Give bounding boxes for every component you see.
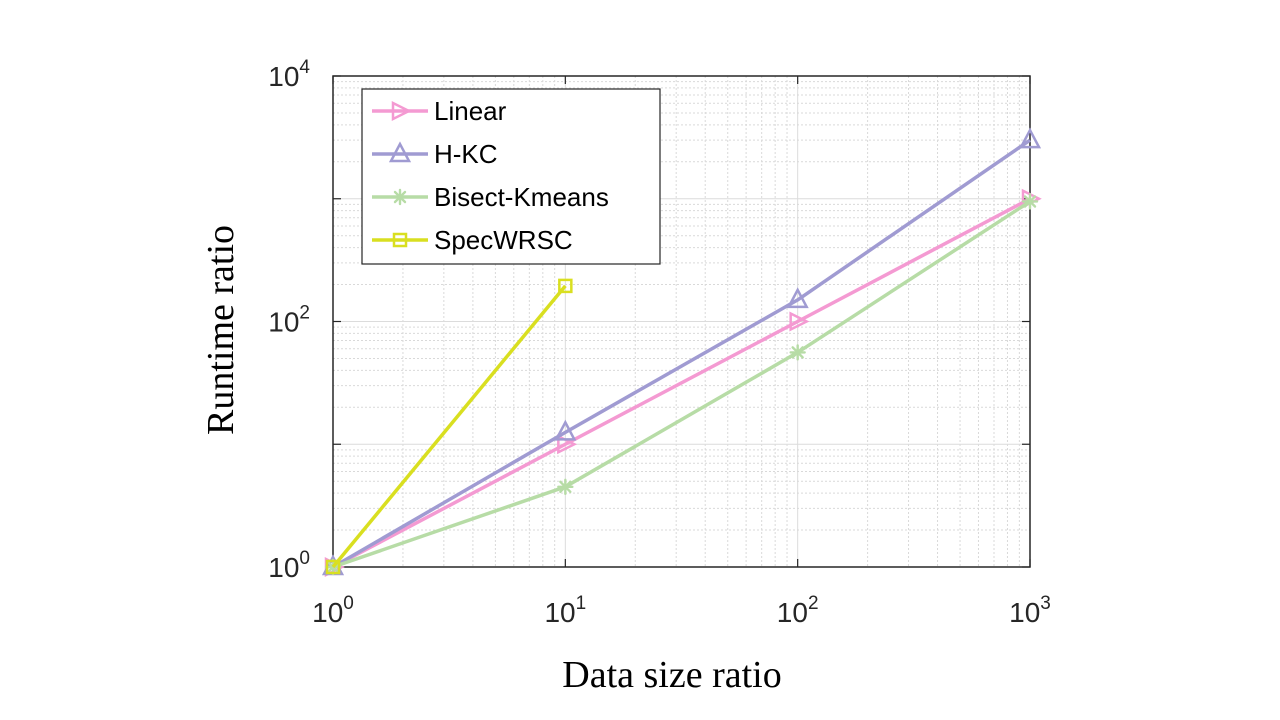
legend-label-h-kc: H-KC <box>434 139 498 169</box>
legend-box <box>361 88 661 265</box>
x-tick-label: 103 <box>1009 593 1051 628</box>
series-line-bisect-kmeans <box>332 200 1031 569</box>
data-point-bisect-kmeans <box>1021 193 1039 210</box>
y-axis-label: Runtime ratio <box>200 225 242 435</box>
legend-label-bisect-kmeans: Bisect-Kmeans <box>434 182 609 212</box>
y-tick-label: 100 <box>268 548 310 583</box>
y-tick-label: 104 <box>268 57 310 92</box>
asterisk-stroke <box>1023 195 1037 208</box>
legend: Linear H-KC Bisect-Kmeans SpecWRSC <box>361 88 661 265</box>
x-tick-label: 101 <box>544 593 586 628</box>
legend-marker-linear <box>391 100 412 122</box>
data-point-h-kc <box>786 287 809 309</box>
series-line-linear <box>332 197 1031 569</box>
asterisk-stroke <box>393 190 407 204</box>
asterisk-stroke <box>791 346 804 359</box>
series-line-specwrsc <box>331 284 567 569</box>
data-point-specwrsc <box>325 559 341 575</box>
data-point-bisect-kmeans <box>557 478 574 496</box>
legend-marker-bisect-kmeans <box>391 188 409 206</box>
data-point-bisect-kmeans <box>789 344 806 361</box>
series-group <box>321 127 1042 578</box>
data-point-h-kc <box>1018 127 1042 149</box>
data-point-linear <box>789 311 810 332</box>
legend-marker-specwrsc <box>392 232 408 248</box>
legend-marker-h-kc <box>388 141 412 163</box>
data-point-h-kc <box>554 419 577 441</box>
x-axis-label: Data size ratio <box>562 654 781 696</box>
x-tick-label: 102 <box>777 593 819 628</box>
legend-label-specwrsc: SpecWRSC <box>434 225 573 255</box>
asterisk-stroke <box>559 480 572 494</box>
data-point-specwrsc <box>558 278 573 294</box>
series-line-h-kc <box>332 138 1031 569</box>
y-tick-label: 102 <box>268 303 310 338</box>
legend-label-linear: Linear <box>434 96 507 126</box>
x-tick-label: 100 <box>312 593 354 628</box>
